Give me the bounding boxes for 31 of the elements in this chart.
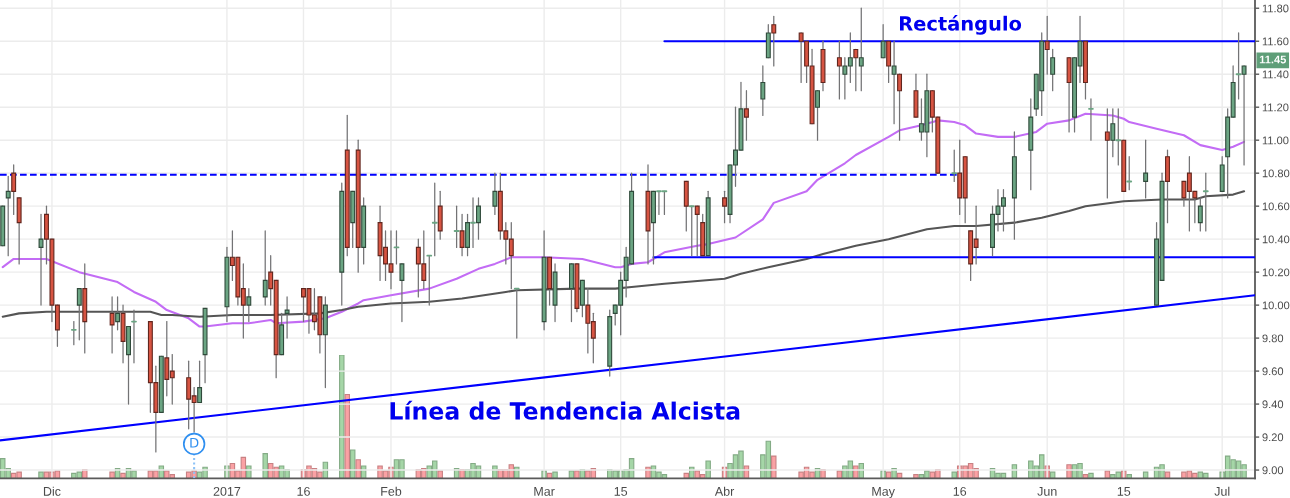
y-tick-label: 11.60 xyxy=(1262,37,1289,46)
y-tick-label: 11.00 xyxy=(1262,136,1289,145)
x-tick-label: 15 xyxy=(614,487,628,496)
y-tick-label: 9.20 xyxy=(1262,433,1284,442)
y-tick-label: 9.60 xyxy=(1262,367,1284,376)
y-tick-label: 10.40 xyxy=(1262,235,1290,244)
x-tick-label: Jul xyxy=(1214,486,1230,496)
y-tick-label: 9.40 xyxy=(1262,400,1284,409)
y-tick-label: 10.80 xyxy=(1262,169,1290,178)
x-tick-label: Jun xyxy=(1037,487,1057,496)
y-tick-label: 11.20 xyxy=(1262,103,1289,112)
y-tick-label: 10.20 xyxy=(1262,268,1290,277)
x-tick-label: Dic xyxy=(43,486,61,496)
x-tick-label: May xyxy=(872,487,895,498)
y-tick-label: 9.00 xyxy=(1262,466,1284,475)
x-tick-label: Mar xyxy=(534,487,555,496)
x-tick-label: Abr xyxy=(714,486,735,496)
x-tick-label: 16 xyxy=(297,486,310,496)
x-tick-label: 15 xyxy=(1117,487,1131,496)
y-tick-label: 11.40 xyxy=(1262,70,1289,79)
annotation: Línea de Tendencia Alcista xyxy=(390,400,740,420)
annotation: Rectángulo xyxy=(900,15,1022,35)
x-tick-label: 16 xyxy=(953,486,967,496)
y-tick-label: 10.00 xyxy=(1262,301,1290,310)
y-tick-label: 11.80 xyxy=(1262,4,1289,13)
y-tick-label: 10.60 xyxy=(1262,202,1290,211)
x-tick-label: 2017 xyxy=(213,486,241,496)
text: 11.45 xyxy=(1259,55,1287,64)
annotation: D xyxy=(190,437,199,448)
y-tick-label: 9.80 xyxy=(1262,334,1284,343)
x-tick-label: Feb xyxy=(381,486,402,496)
